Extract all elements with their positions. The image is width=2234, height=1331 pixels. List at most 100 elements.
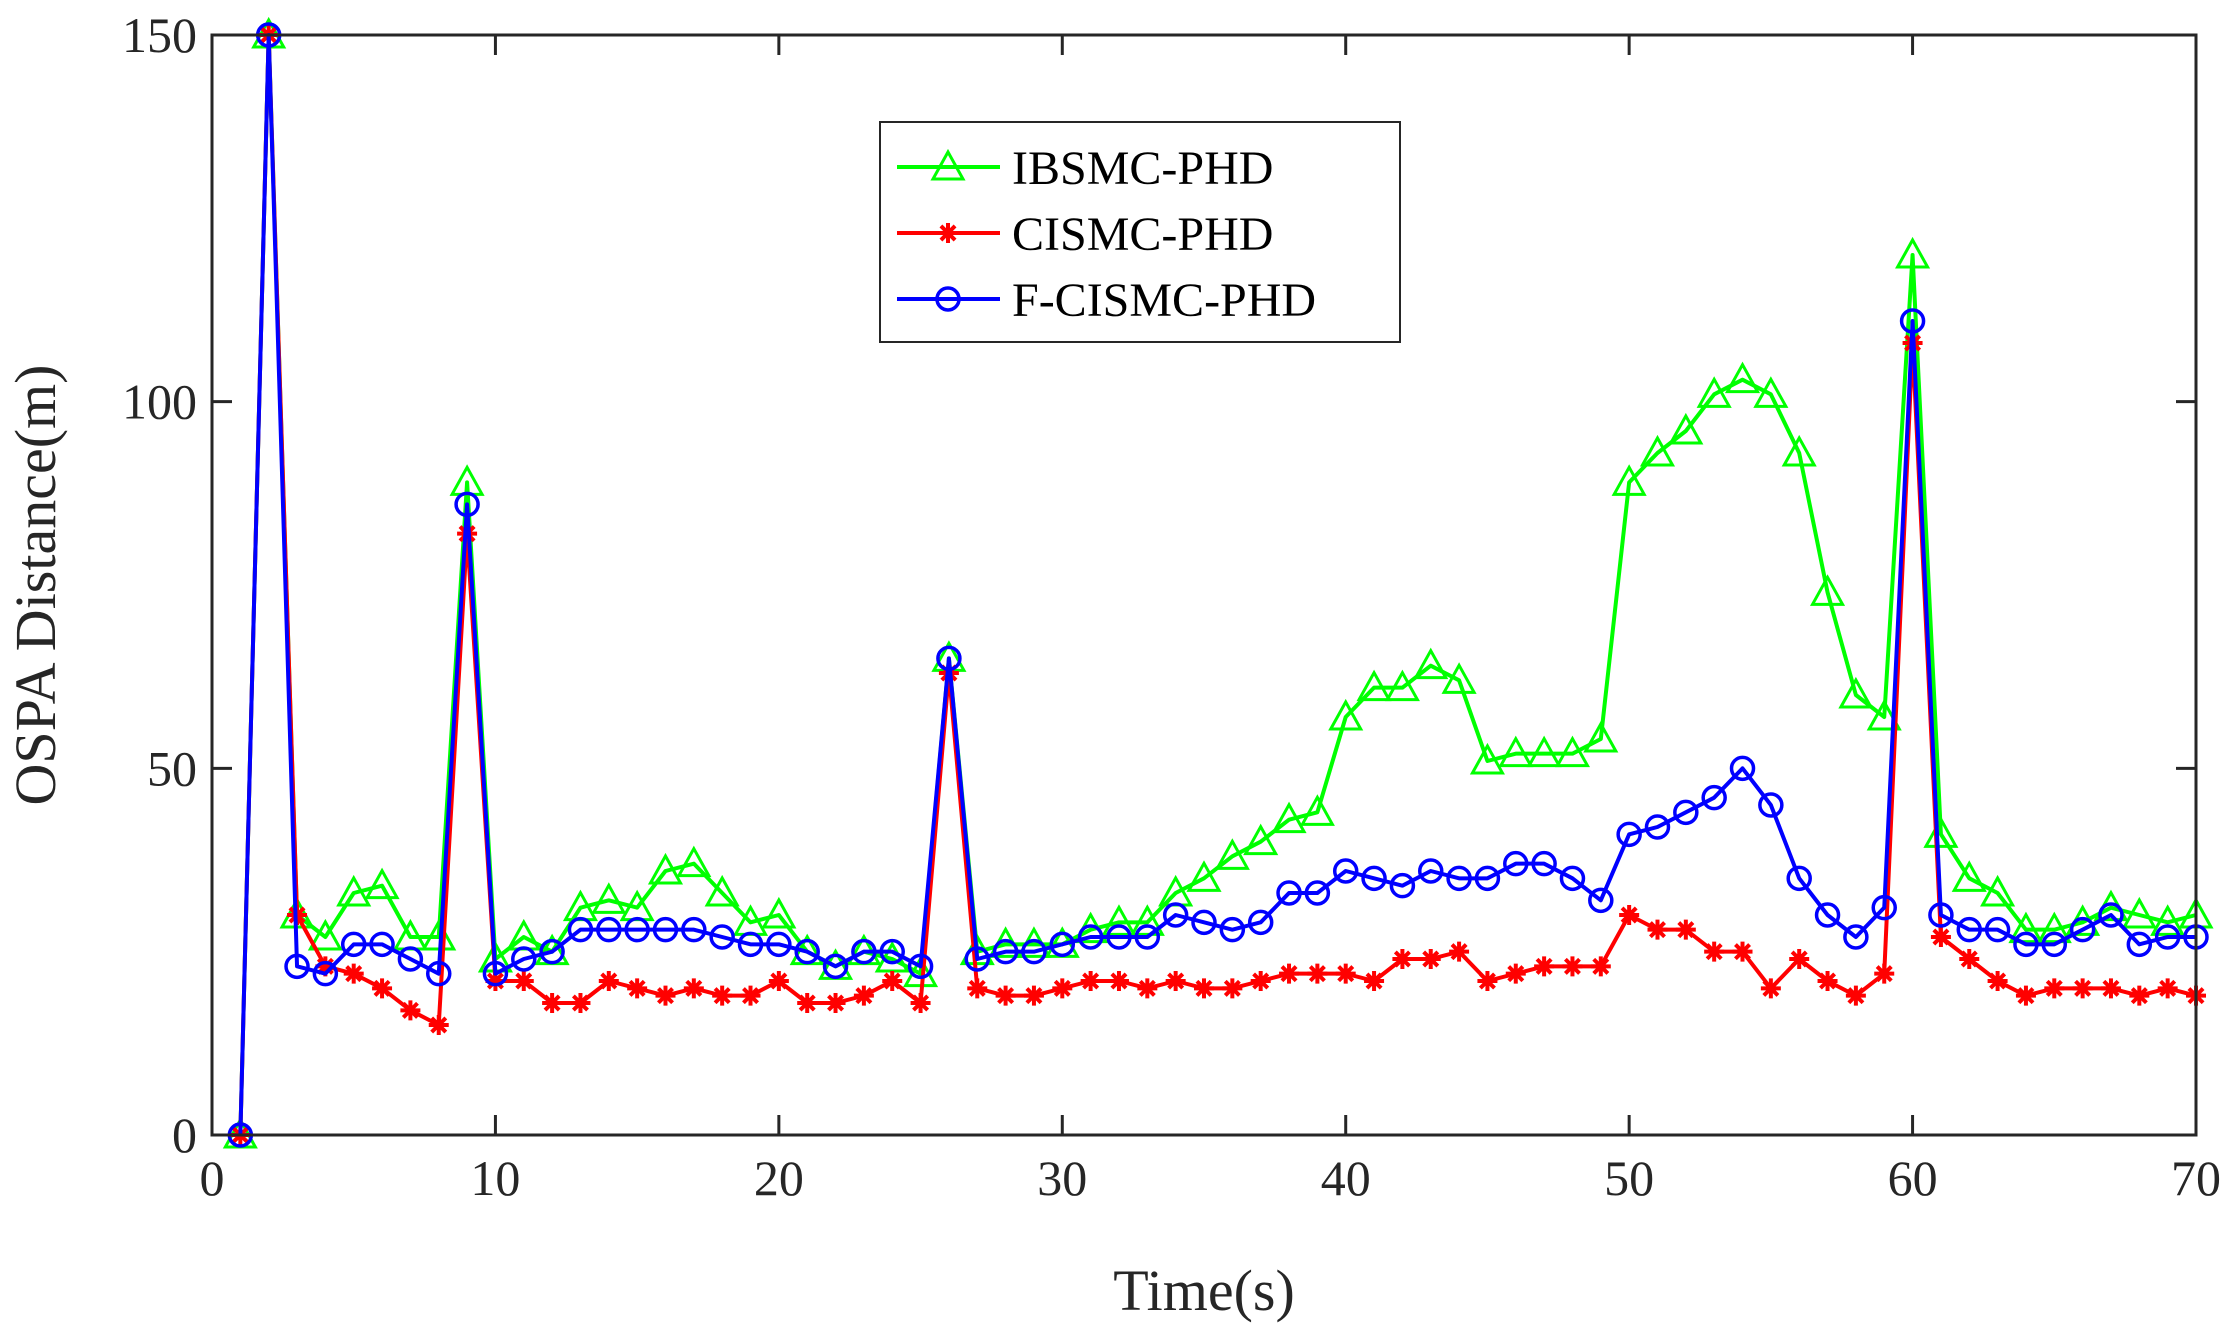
data-point-cismc-phd [2044,978,2065,999]
data-point-cismc-phd [1647,919,1668,940]
data-point-f-cismc-phd [1077,924,1104,950]
data-point-f-cismc-phd [1162,902,1189,928]
data-point-f-cismc-phd [851,938,877,965]
data-point-f-cismc-phd [369,931,395,958]
data-point-cismc-phd [1307,963,1328,984]
data-point-cismc-phd [1023,985,1044,1006]
x-tick-label: 60 [1888,1150,1938,1206]
data-point-cismc-phd [1817,971,1838,991]
x-tick-label: 70 [2171,1150,2221,1206]
data-point-f-cismc-phd [1191,909,1217,936]
data-point-cismc-phd [1279,963,1300,984]
series-line-cismc-phd [238,33,2197,1136]
data-point-f-cismc-phd [964,946,991,972]
data-point-ibsmc-phd [1356,669,1392,702]
data-point-cismc-phd [1108,971,1129,991]
data-point-cismc-phd [1449,941,1470,962]
data-point-ibsmc-phd [1809,574,1846,606]
data-point-ibsmc-phd [1441,662,1477,694]
legend-marker [938,223,958,243]
data-point-f-cismc-phd [284,953,310,980]
data-point-cismc-phd [1137,978,1158,999]
data-point-cismc-phd [1392,949,1413,969]
data-point-cismc-phd [1335,963,1356,984]
data-point-f-cismc-phd [936,645,962,672]
data-point-cismc-phd [1704,941,1725,962]
axes-box [210,33,2198,1137]
data-point-ibsmc-phd [336,874,372,907]
legend-marker [935,286,961,312]
data-point-f-cismc-phd [2098,902,2124,928]
data-point-f-cismc-phd [1446,865,1472,892]
data-point-cismc-phd [513,971,534,991]
data-point-ibsmc-phd [1583,720,1619,753]
data-point-f-cismc-phd [1503,850,1529,877]
legend-label: IBSMC-PHD [1012,142,1273,195]
data-point-cismc-phd [1760,978,1781,999]
data-point-f-cismc-phd [1332,858,1359,884]
data-point-ibsmc-phd [2121,896,2157,929]
data-point-f-cismc-phd [567,916,594,943]
data-point-f-cismc-phd [1786,865,1812,892]
data-point-cismc-phd [1590,956,1611,977]
data-point-cismc-phd [768,971,789,991]
data-point-f-cismc-phd [624,916,650,943]
data-point-ibsmc-phd [1214,838,1250,870]
data-point-cismc-phd [1732,941,1753,962]
data-point-f-cismc-phd [1361,865,1387,892]
data-point-cismc-phd [1562,956,1583,977]
data-point-cismc-phd [1930,927,1951,947]
data-point-cismc-phd [570,993,591,1013]
data-point-cismc-phd [2100,978,2121,999]
data-point-ibsmc-phd [1838,676,1874,709]
data-point-f-cismc-phd [907,953,934,980]
data-point-f-cismc-phd [2154,924,2181,950]
data-point-ibsmc-phd [676,845,712,878]
data-point-cismc-phd [853,985,874,1006]
data-point-ibsmc-phd [2150,904,2186,936]
data-point-cismc-phd [1250,971,1271,991]
data-point-ibsmc-phd [1951,860,1987,892]
data-point-cismc-phd [1987,971,2008,991]
data-point-f-cismc-phd [1247,909,1274,936]
data-point-f-cismc-phd [1531,850,1557,877]
data-point-ibsmc-phd [2036,911,2072,944]
data-point-f-cismc-phd [1758,792,1784,818]
tick-layer: 0 10 20 30 40 50 60 70 0 50 100 150 [122,7,2221,1206]
data-point-f-cismc-phd [822,953,849,980]
data-point-ibsmc-phd [1299,794,1335,826]
data-point-cismc-phd [797,993,818,1013]
series-line-f-cismc-phd [238,33,2196,1136]
series-layer [222,16,2214,1149]
data-point-cismc-phd [2015,985,2036,1006]
data-point-f-cismc-phd [1928,902,1954,928]
x-tick-label: 20 [754,1150,804,1206]
data-point-ibsmc-phd [1328,698,1364,731]
data-point-f-cismc-phd [1276,880,1302,906]
data-point-f-cismc-phd [1644,814,1671,840]
data-point-cismc-phd [655,985,676,1006]
data-point-cismc-phd [598,971,619,991]
data-point-ibsmc-phd [1498,735,1534,768]
data-point-f-cismc-phd [1673,799,1699,826]
data-point-ibsmc-phd [591,882,627,914]
data-point-cismc-phd [967,978,988,999]
data-point-f-cismc-phd [482,960,509,987]
data-point-cismc-phd [1874,963,1895,984]
x-tick-label: 30 [1037,1150,1087,1206]
data-point-ibsmc-phd [704,874,740,907]
data-point-cismc-phd [2129,985,2150,1006]
data-point-cismc-phd [627,978,648,999]
data-point-cismc-phd [1194,978,1214,999]
data-point-cismc-phd [1364,971,1385,991]
data-point-cismc-phd [542,993,563,1013]
x-tick-label: 50 [1604,1150,1654,1206]
data-point-ibsmc-phd [1611,464,1647,496]
data-point-ibsmc-phd [1413,647,1449,680]
data-point-cismc-phd [372,978,393,999]
data-point-f-cismc-phd [1474,865,1501,892]
data-point-cismc-phd [712,985,733,1006]
data-point-cismc-phd [1534,956,1555,977]
data-point-ibsmc-phd [1526,735,1562,768]
x-axis-title: Time(s) [1113,1258,1295,1323]
